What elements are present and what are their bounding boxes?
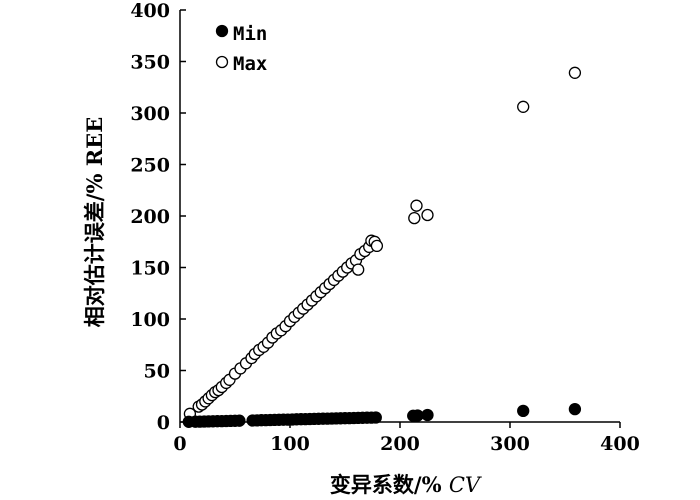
- x-axis-title: 变异系数/% CV: [330, 472, 482, 497]
- series-max: [183, 66, 582, 420]
- y-tick-label: 100: [130, 309, 170, 331]
- y-tick-label: 0: [157, 412, 170, 434]
- x-tick-label: 200: [380, 433, 420, 455]
- series-min: [182, 402, 582, 428]
- x-axis-ticks: 0 100 200 300 400: [173, 422, 640, 455]
- legend-max-label: Max: [233, 53, 267, 75]
- data-point-max: [568, 66, 582, 79]
- y-tick-label: 400: [130, 0, 170, 22]
- legend-min-marker: [215, 24, 229, 38]
- data-point-max: [421, 208, 434, 222]
- legend: Min Max: [215, 23, 267, 75]
- legend-max-marker: [215, 55, 229, 69]
- data-point-max: [352, 263, 365, 276]
- legend-min-label: Min: [233, 23, 267, 45]
- data-point-min: [233, 414, 246, 427]
- y-tick-label: 150: [130, 258, 170, 280]
- data-point-min: [568, 402, 582, 416]
- x-tick-label: 0: [173, 433, 186, 455]
- x-tick-label: 300: [490, 433, 530, 455]
- data-point-min: [421, 408, 434, 422]
- data-point-min: [517, 404, 530, 418]
- data-point-max: [517, 100, 530, 113]
- data-point-max: [408, 211, 421, 225]
- data-point-max: [410, 199, 423, 212]
- y-tick-label: 350: [130, 52, 170, 74]
- y-axis-title: 相对估计误差/% REE: [82, 117, 107, 327]
- x-tick-label: 100: [270, 433, 310, 455]
- y-axis-ticks: 0 50 100 150 200 250 300 350 400: [130, 0, 186, 434]
- y-tick-label: 250: [130, 155, 170, 177]
- x-tick-label: 400: [600, 433, 640, 455]
- y-tick-label: 200: [130, 206, 170, 228]
- y-tick-label: 300: [130, 103, 170, 125]
- data-point-min: [369, 411, 382, 424]
- data-point-max: [370, 239, 384, 253]
- y-tick-label: 50: [144, 361, 170, 383]
